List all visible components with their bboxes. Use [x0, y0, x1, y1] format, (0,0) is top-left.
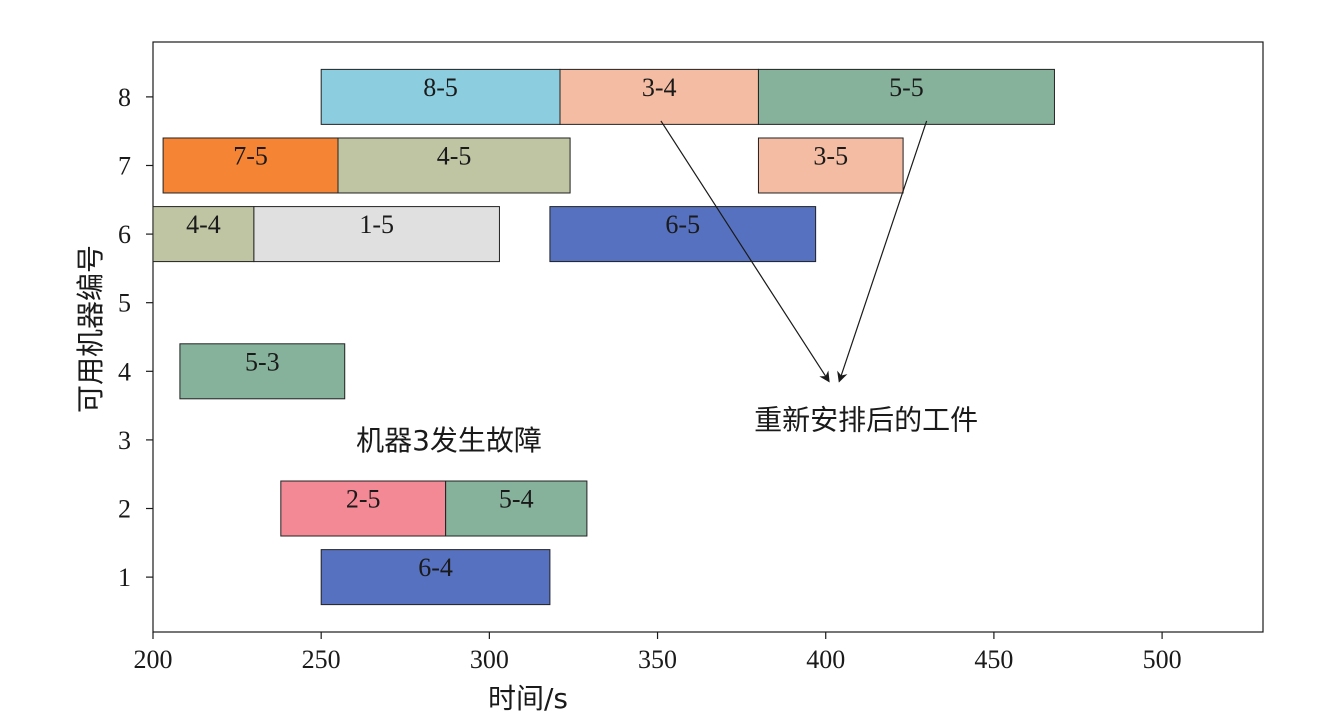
gantt-bar	[757, 137, 904, 194]
gantt-bar	[179, 343, 346, 400]
gantt-bar	[280, 480, 447, 537]
bar-label: 6-4	[418, 553, 453, 582]
gantt-bar	[549, 206, 817, 263]
plot-frame	[152, 41, 1264, 633]
bar-label: 5-3	[245, 347, 280, 376]
gantt-bar	[757, 68, 1055, 125]
gantt-bar	[320, 549, 551, 606]
bar-label: 3-5	[813, 141, 848, 170]
x-tick-label: 250	[302, 645, 341, 674]
bar-label: 1-5	[359, 210, 394, 239]
annotation-arrow	[837, 120, 928, 383]
x-tick-label: 400	[806, 645, 845, 674]
y-tick-label: 4	[118, 357, 131, 386]
bar-label: 5-5	[889, 73, 924, 102]
y-tick-label: 1	[118, 563, 131, 592]
x-tick-label: 350	[638, 645, 677, 674]
gantt-bar	[445, 480, 588, 537]
y-tick-label: 5	[118, 289, 131, 318]
gantt-bar	[320, 68, 561, 125]
bar-label: 4-5	[437, 141, 472, 170]
annotation-text: 重新安排后的工件	[754, 403, 978, 436]
y-tick-label: 2	[118, 495, 131, 524]
gantt-bar	[162, 137, 339, 194]
x-axis-ticks: 200 250 300 350 400 450 500	[134, 632, 1182, 674]
y-tick-label: 3	[118, 426, 131, 455]
bar-label: 6-5	[665, 210, 700, 239]
x-tick-label: 300	[470, 645, 509, 674]
bar-label: 2-5	[346, 485, 381, 514]
bar-label: 4-4	[186, 210, 221, 239]
x-tick-label: 200	[134, 645, 173, 674]
y-tick-label: 6	[118, 220, 131, 249]
bars-group: 8-5 3-4 5-5 7-5 4-5 3-5 4-4 1-5 6-5 5-3 2-5 5-4 6-4	[152, 68, 1055, 606]
x-tick-label: 450	[974, 645, 1013, 674]
bar-label: 7-5	[233, 141, 268, 170]
bar-label: 3-4	[642, 73, 677, 102]
y-axis-title: 可用机器编号	[74, 245, 107, 413]
annotation-arrow	[660, 120, 830, 383]
annotations-group: 机器3发生故障 重新安排后的工件	[356, 120, 978, 457]
bar-label: 8-5	[423, 73, 458, 102]
gantt-bar	[253, 206, 500, 263]
y-tick-label: 7	[118, 151, 131, 180]
x-tick-label: 500	[1143, 645, 1182, 674]
x-axis-title: 时间/s	[488, 682, 568, 715]
annotation-text: 机器3发生故障	[356, 424, 542, 457]
y-axis-ticks: 1 2 3 4 5 6 7 8	[118, 83, 153, 592]
bar-label: 5-4	[499, 485, 534, 514]
gantt-bar	[337, 137, 571, 194]
plot-area	[152, 41, 1264, 633]
gantt-bar	[152, 206, 255, 263]
y-tick-label: 8	[118, 83, 131, 112]
